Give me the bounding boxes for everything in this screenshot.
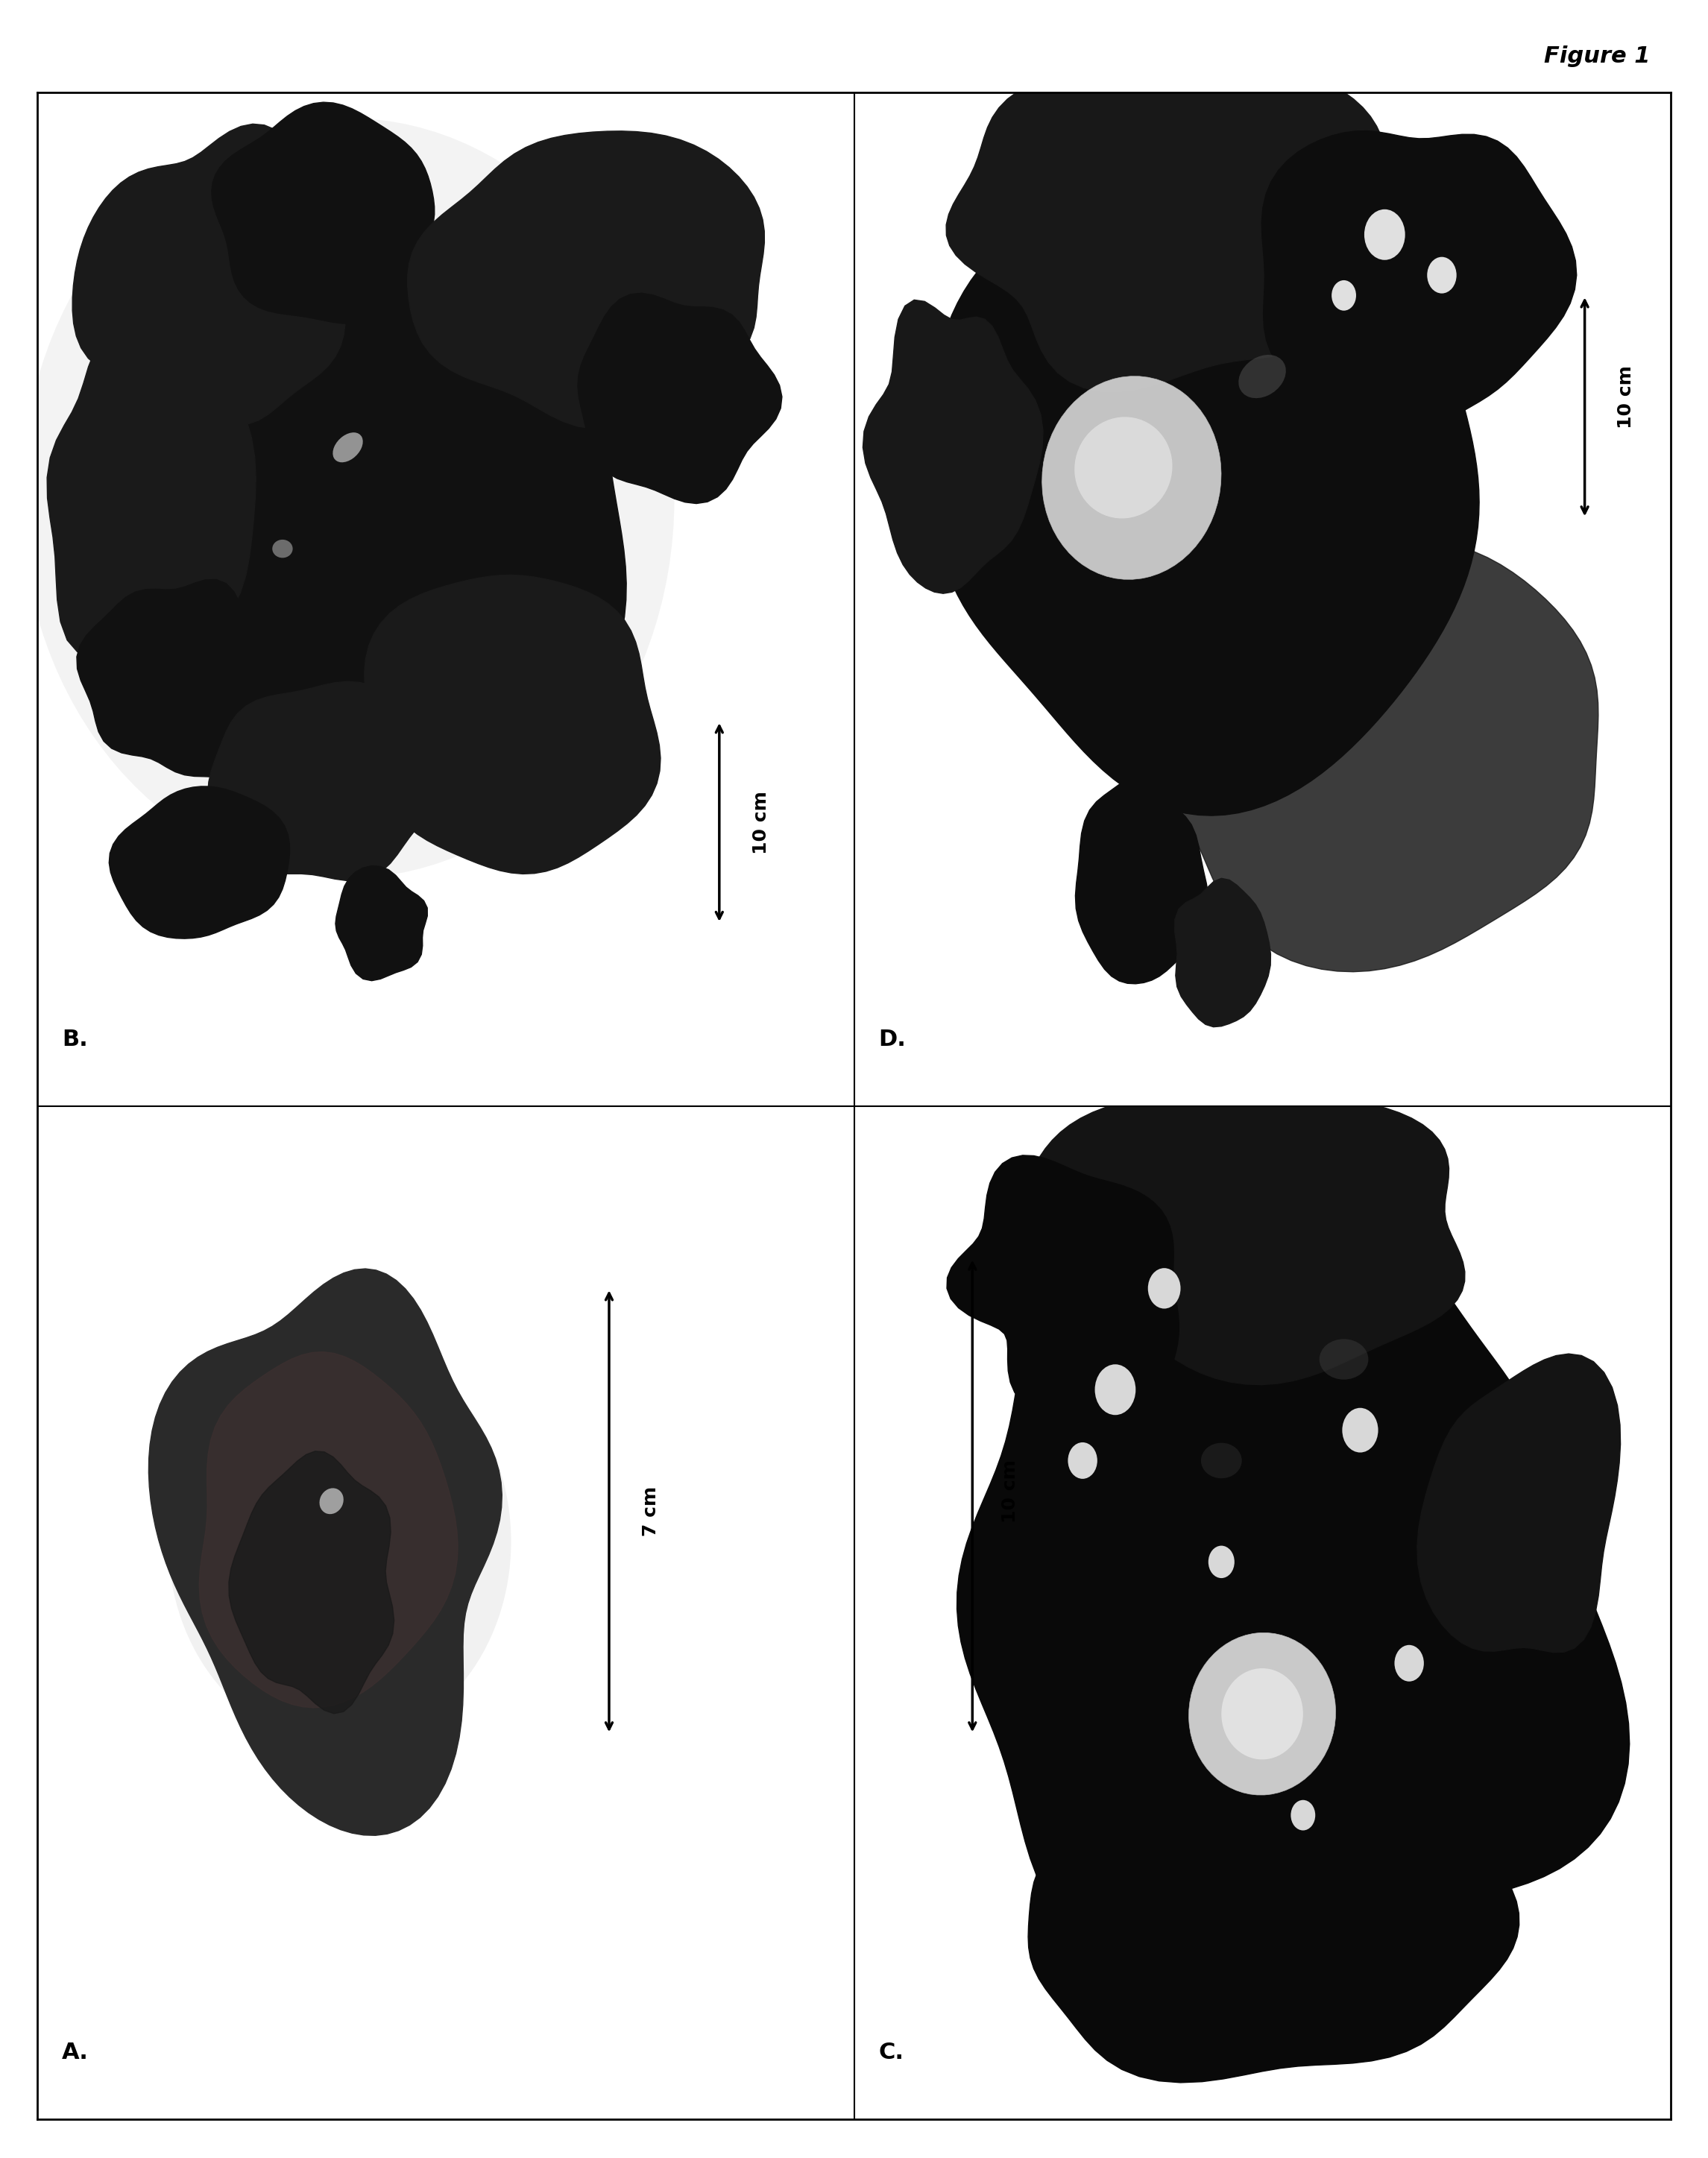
Circle shape bbox=[1428, 257, 1457, 293]
Polygon shape bbox=[408, 132, 765, 429]
Polygon shape bbox=[1009, 1090, 1465, 1385]
Text: C.: C. bbox=[878, 2041, 904, 2063]
Circle shape bbox=[1148, 1269, 1180, 1308]
Polygon shape bbox=[109, 786, 290, 939]
Ellipse shape bbox=[333, 432, 362, 462]
Polygon shape bbox=[364, 574, 661, 874]
Polygon shape bbox=[1418, 1353, 1621, 1653]
Ellipse shape bbox=[1074, 416, 1172, 518]
Ellipse shape bbox=[1189, 1634, 1336, 1795]
Polygon shape bbox=[1028, 1795, 1518, 2082]
Polygon shape bbox=[1076, 777, 1209, 984]
Polygon shape bbox=[929, 173, 1479, 816]
Circle shape bbox=[1365, 209, 1406, 259]
Ellipse shape bbox=[1201, 1444, 1242, 1478]
Circle shape bbox=[1342, 1407, 1378, 1452]
Text: 10 cm: 10 cm bbox=[1001, 1459, 1020, 1524]
Ellipse shape bbox=[1319, 1338, 1368, 1379]
Text: 10 cm: 10 cm bbox=[752, 790, 770, 855]
Ellipse shape bbox=[20, 119, 675, 878]
Circle shape bbox=[1291, 1800, 1315, 1830]
Polygon shape bbox=[946, 50, 1402, 393]
Polygon shape bbox=[149, 1269, 502, 1836]
Circle shape bbox=[1068, 1442, 1097, 1478]
Polygon shape bbox=[48, 324, 256, 667]
Polygon shape bbox=[77, 581, 290, 779]
Polygon shape bbox=[1262, 132, 1576, 440]
Text: 10 cm: 10 cm bbox=[1617, 365, 1635, 429]
Ellipse shape bbox=[319, 1489, 343, 1515]
Circle shape bbox=[1095, 1364, 1136, 1416]
Polygon shape bbox=[212, 101, 434, 324]
Polygon shape bbox=[208, 682, 441, 880]
Ellipse shape bbox=[167, 1338, 511, 1744]
Ellipse shape bbox=[1221, 1668, 1303, 1759]
Ellipse shape bbox=[1238, 354, 1286, 399]
Text: B.: B. bbox=[61, 1029, 89, 1051]
Circle shape bbox=[1208, 1545, 1235, 1577]
Text: A.: A. bbox=[61, 2041, 89, 2063]
Ellipse shape bbox=[1042, 375, 1221, 581]
Polygon shape bbox=[128, 222, 627, 794]
Polygon shape bbox=[946, 1155, 1179, 1420]
Circle shape bbox=[1332, 281, 1356, 311]
Ellipse shape bbox=[272, 540, 292, 559]
Text: 7 cm: 7 cm bbox=[642, 1487, 659, 1536]
Polygon shape bbox=[229, 1450, 395, 1713]
Polygon shape bbox=[1175, 878, 1271, 1027]
Text: D.: D. bbox=[878, 1029, 905, 1051]
Polygon shape bbox=[863, 300, 1044, 593]
Circle shape bbox=[1394, 1644, 1424, 1681]
Polygon shape bbox=[335, 865, 427, 980]
Text: Figure 1: Figure 1 bbox=[1544, 45, 1650, 67]
Polygon shape bbox=[577, 293, 782, 503]
Polygon shape bbox=[1163, 540, 1599, 971]
Polygon shape bbox=[956, 1213, 1629, 1947]
Polygon shape bbox=[72, 123, 345, 425]
Polygon shape bbox=[200, 1351, 458, 1707]
